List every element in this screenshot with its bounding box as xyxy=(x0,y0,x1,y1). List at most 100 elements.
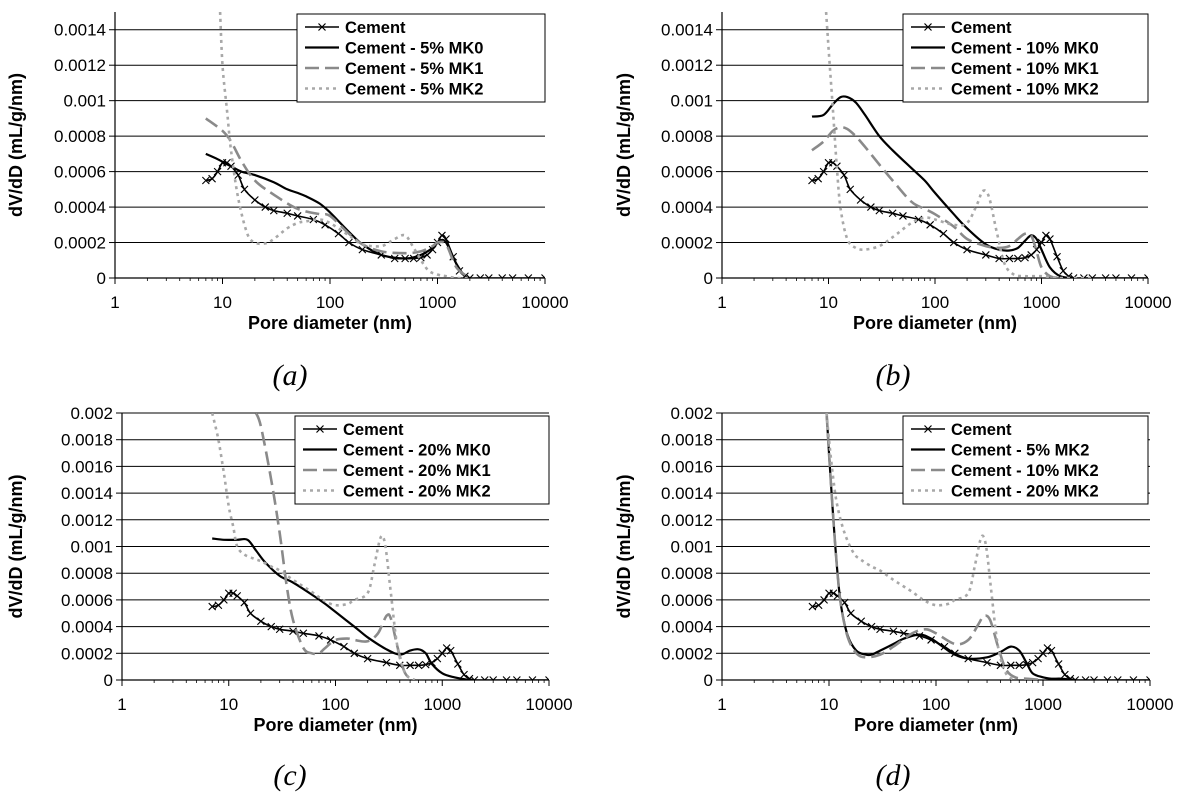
data-point xyxy=(480,676,489,680)
data-point xyxy=(899,212,907,220)
y-tick-label: 0 xyxy=(97,269,106,288)
data-point xyxy=(484,274,493,278)
y-tick-label: 0 xyxy=(104,671,113,690)
data-point xyxy=(856,196,865,204)
x-tick-label: 10000 xyxy=(521,293,568,312)
legend-label: Cement - 20% MK1 xyxy=(343,462,491,480)
legend-marker xyxy=(318,23,326,31)
data-point xyxy=(498,274,507,278)
data-point xyxy=(250,196,259,204)
y-axis-title: dV/dD (mL/g/nm) xyxy=(614,475,634,619)
data-point xyxy=(334,229,343,238)
data-point xyxy=(1060,670,1069,679)
x-axis-title: Pore diameter (nm) xyxy=(854,715,1018,735)
panel-label: (c) xyxy=(273,759,306,792)
y-tick-label: 0 xyxy=(704,269,713,288)
x-tick-label: 1 xyxy=(717,695,726,714)
legend-label: Cement xyxy=(951,19,1012,37)
y-axis-title: dV/dD (mL/g/nm) xyxy=(6,475,26,619)
data-point xyxy=(1005,254,1014,263)
legend-label: Cement - 5% MK1 xyxy=(345,60,483,78)
data-point xyxy=(888,209,897,218)
x-tick-label: 10 xyxy=(213,293,232,312)
x-axis-title: Pore diameter (nm) xyxy=(253,715,417,735)
series-line xyxy=(811,161,1148,278)
x-tick-label: 1 xyxy=(110,293,119,312)
data-point xyxy=(289,627,297,636)
data-point xyxy=(1039,649,1047,658)
y-tick-label: 0.0014 xyxy=(661,484,713,503)
y-axis-title: dV/dD (mL/g/nm) xyxy=(6,73,26,217)
legend xyxy=(902,13,1149,103)
y-tick-label: 0.0018 xyxy=(61,431,113,450)
series-line xyxy=(811,95,1074,278)
y-tick-label: 0.0016 xyxy=(661,457,713,476)
x-tick-label: 100 xyxy=(922,695,950,714)
y-tick-label: 0.0014 xyxy=(54,21,106,40)
y-tick-label: 0.0004 xyxy=(661,618,713,637)
y-tick-label: 0.0008 xyxy=(661,127,713,146)
data-point xyxy=(213,167,222,176)
legend-label: Cement - 20% MK2 xyxy=(951,483,1099,501)
data-point xyxy=(208,602,217,611)
y-tick-label: 0.001 xyxy=(63,92,106,111)
y-tick-label: 0.0004 xyxy=(61,618,113,637)
data-point xyxy=(1021,253,1029,262)
data-point xyxy=(840,598,849,607)
data-point xyxy=(421,660,430,669)
y-tick-label: 0 xyxy=(704,671,713,690)
data-point xyxy=(808,602,817,611)
data-point xyxy=(915,632,924,640)
data-point xyxy=(267,622,276,631)
data-point xyxy=(876,625,884,634)
data-point xyxy=(201,176,210,185)
data-point xyxy=(465,674,474,680)
legend-label: Cement - 10% MK2 xyxy=(951,462,1099,480)
data-point xyxy=(926,220,935,229)
data-point xyxy=(428,245,437,254)
series-line xyxy=(205,117,471,278)
data-point xyxy=(256,617,265,626)
data-point xyxy=(293,212,302,220)
series-line xyxy=(812,591,1150,680)
y-tick-label: 0.002 xyxy=(70,404,113,423)
x-tick-label: 10000 xyxy=(1124,293,1171,312)
data-point xyxy=(814,174,823,183)
x-axis-title: Pore diameter (nm) xyxy=(248,313,412,333)
data-point xyxy=(1127,274,1136,278)
x-tick-label: 1000 xyxy=(1023,293,1061,312)
y-tick-label: 0.0014 xyxy=(661,21,713,40)
data-point xyxy=(1079,274,1088,278)
data-point xyxy=(1112,274,1120,278)
x-tick-label: 10000 xyxy=(1126,695,1173,714)
chart-panel: 0 0.0002 0.0004 0.0006 0.0008 0.001 0.0012 0.00… xyxy=(614,404,1174,792)
series-line xyxy=(210,413,416,680)
data-point xyxy=(1088,274,1097,278)
legend-label: Cement - 20% MK0 xyxy=(343,442,491,460)
x-tick-label: 1000 xyxy=(1024,695,1062,714)
y-tick-label: 0.001 xyxy=(670,92,713,111)
data-point xyxy=(528,676,537,680)
y-tick-label: 0.0006 xyxy=(661,591,713,610)
data-point xyxy=(406,661,415,670)
x-tick-label: 1000 xyxy=(419,293,457,312)
data-point xyxy=(489,676,498,680)
chart-panel: 0 0.0002 0.0004 0.0006 0.0008 0.001 0.0012 0.00… xyxy=(614,12,1172,392)
data-point xyxy=(857,617,866,626)
data-point xyxy=(275,625,284,634)
y-tick-label: 0.0006 xyxy=(61,591,113,610)
x-tick-label: 1 xyxy=(717,293,726,312)
data-point xyxy=(1071,676,1080,680)
y-tick-label: 0.0004 xyxy=(661,198,713,217)
data-point xyxy=(219,596,228,604)
data-point xyxy=(229,589,238,598)
data-point xyxy=(829,589,838,598)
legend xyxy=(902,415,1149,505)
data-point xyxy=(1053,252,1061,261)
data-point xyxy=(326,636,335,644)
x-tick-label: 10 xyxy=(819,293,838,312)
y-tick-label: 0.0012 xyxy=(61,511,113,530)
data-point xyxy=(283,209,292,218)
panel-label: (b) xyxy=(876,359,911,392)
